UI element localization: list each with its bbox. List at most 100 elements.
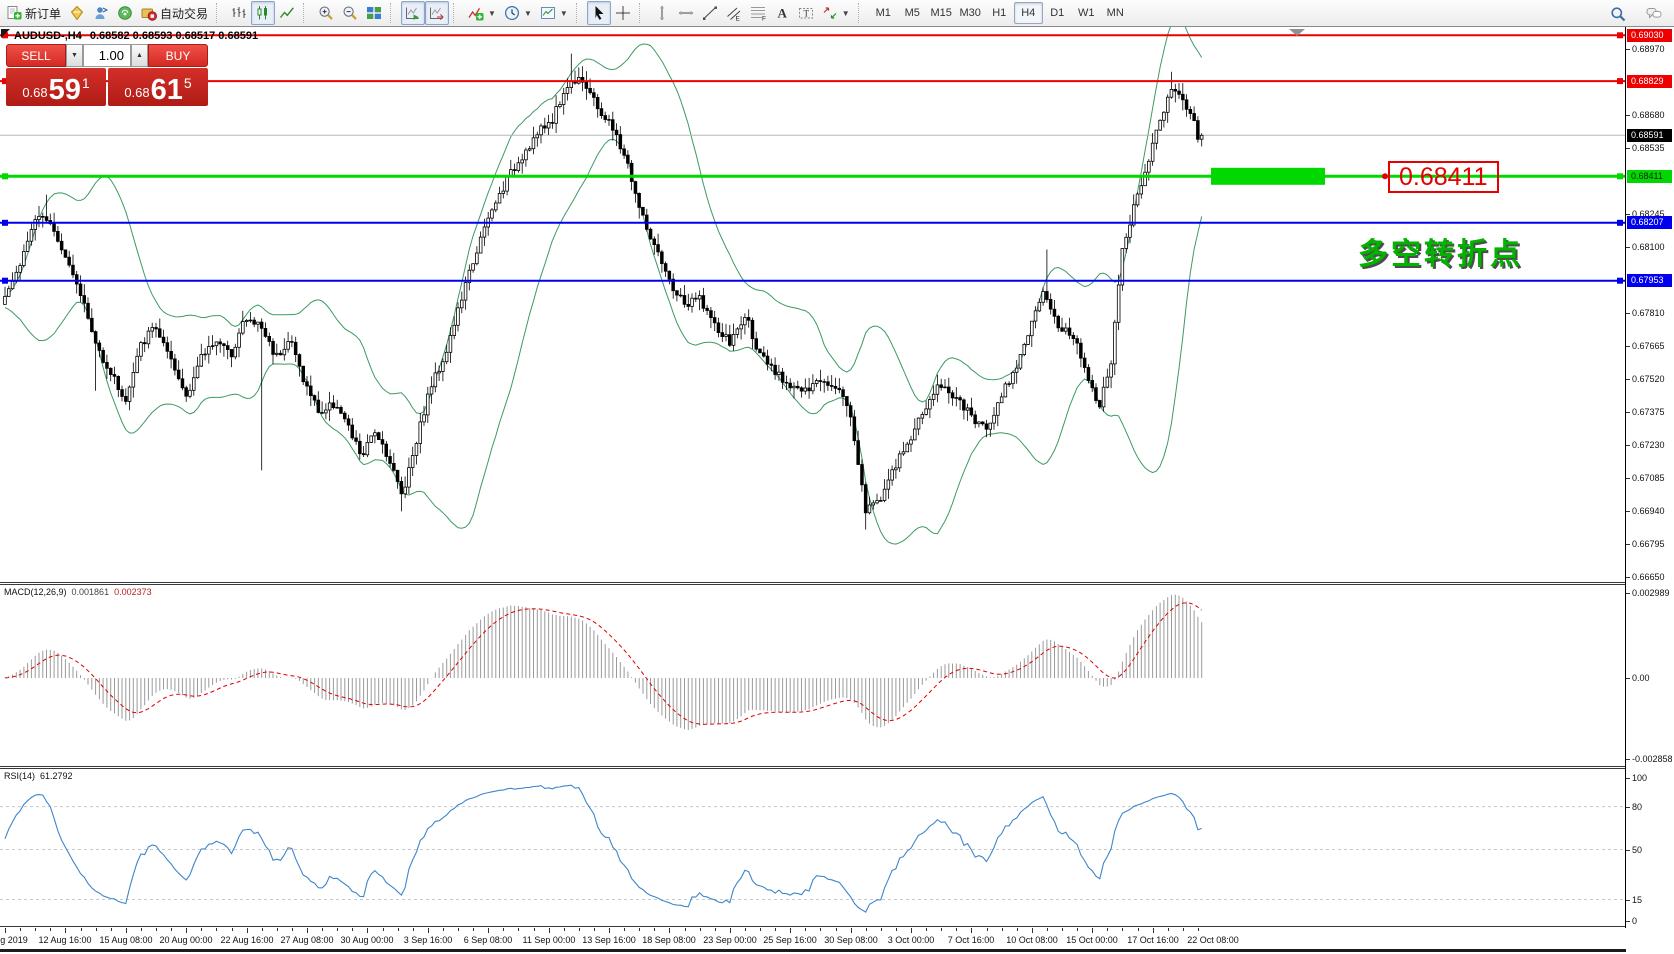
price-tick-label: 0.67085 — [1632, 473, 1665, 483]
vertical-line-button[interactable] — [650, 1, 674, 25]
sounds-button[interactable] — [113, 1, 137, 25]
hline-handle[interactable] — [1617, 173, 1623, 180]
zoom-in-button[interactable] — [314, 1, 338, 25]
hline-handle[interactable] — [2, 277, 8, 284]
volume-decrease-button[interactable]: ▼ — [66, 44, 83, 67]
dropdown-arrow-icon[interactable]: ▼ — [559, 8, 568, 18]
volume-input[interactable]: 1.00 — [83, 44, 131, 67]
scroll-marker-icon[interactable] — [1289, 29, 1305, 36]
text-label-button[interactable]: T — [794, 1, 818, 25]
time-tick — [81, 928, 82, 931]
cursor-button[interactable] — [586, 1, 611, 25]
hline-handle[interactable] — [2, 173, 8, 180]
volume-increase-button[interactable]: ▲ — [131, 44, 148, 67]
ask-price-display[interactable]: 0.68 61 5 — [108, 68, 208, 106]
charts-profile-button[interactable] — [65, 1, 89, 25]
time-label: 18 Sep 08:00 — [642, 935, 696, 945]
price-tick — [1626, 313, 1630, 314]
rsi-pane[interactable]: RSI(14) 61.2792 — [0, 769, 1626, 927]
signals-button[interactable] — [89, 1, 113, 25]
dropdown-arrow-icon[interactable]: ▼ — [488, 8, 496, 18]
highlight-rectangle[interactable] — [1211, 167, 1325, 185]
timeframe-h1-button[interactable]: H1 — [992, 7, 1007, 19]
time-label: 12 Aug 16:00 — [38, 935, 92, 945]
zoom-out-button[interactable] — [338, 1, 362, 25]
sell-button[interactable]: SELL — [6, 44, 66, 67]
timeframe-m30-button[interactable]: M30 — [959, 7, 981, 19]
pane-separator[interactable] — [0, 766, 1674, 769]
arrows-button[interactable]: ▼ — [818, 1, 854, 25]
pane-separator[interactable] — [0, 582, 1674, 585]
bid-price-display[interactable]: 0.68 59 1 — [6, 68, 106, 106]
templates-button[interactable]: ▼ — [536, 1, 572, 25]
time-tick — [383, 928, 384, 931]
trendline-button[interactable] — [698, 1, 722, 25]
buy-button[interactable]: BUY — [148, 44, 208, 67]
price-tick — [1626, 214, 1630, 215]
candlesticks[interactable] — [0, 27, 1625, 545]
price-badge-0.69030: 0.69030 — [1627, 29, 1672, 42]
sound-icon — [118, 6, 132, 20]
text-button[interactable]: A — [770, 1, 794, 25]
price-tick-label: 0.68100 — [1632, 242, 1665, 252]
hline-handle[interactable] — [2, 78, 8, 85]
candlestick-chart-button[interactable] — [251, 1, 276, 25]
time-tick — [987, 928, 988, 931]
bar-chart-button[interactable] — [227, 1, 251, 25]
svg-text:E: E — [735, 16, 740, 22]
timeframe-m5-button[interactable]: M5 — [904, 7, 920, 19]
dropdown-arrow-icon[interactable]: ▼ — [523, 8, 532, 18]
price-tick — [1626, 544, 1630, 545]
indicators-button[interactable]: ▼ — [464, 1, 500, 25]
macd-pane[interactable]: MACD(12,26,9) 0.001861 0.002373 — [0, 585, 1626, 767]
horizontal-line-button[interactable] — [674, 1, 698, 25]
timeframe-w1-button[interactable]: W1 — [1077, 7, 1095, 19]
window-bottom-edge — [0, 949, 1626, 952]
fibonacci-button[interactable]: F — [746, 1, 770, 25]
bollinger-lower-band[interactable] — [4, 138, 1203, 545]
timeframe-h4-button[interactable]: H4 — [1013, 2, 1043, 24]
timeframe-m15-button[interactable]: M15 — [930, 7, 952, 19]
one-click-collapse-icon[interactable] — [1, 29, 10, 38]
auto-scroll-button[interactable] — [401, 1, 426, 25]
timeframe-d1-button[interactable]: D1 — [1050, 7, 1065, 19]
price-tick-label: 0.67520 — [1632, 374, 1665, 384]
price-callout[interactable]: 0.68411 — [1388, 161, 1499, 193]
chart-shift-button[interactable] — [425, 1, 450, 25]
time-label: 15 Aug 08:00 — [99, 935, 153, 945]
hline-icon — [678, 11, 693, 15]
time-tick — [292, 928, 293, 931]
hline-handle[interactable] — [2, 219, 8, 226]
time-tick — [428, 928, 429, 933]
hline-handle[interactable] — [1617, 78, 1623, 85]
price-badge-0.68207: 0.68207 — [1627, 216, 1672, 229]
hline-handle[interactable] — [1617, 219, 1623, 226]
periods-button[interactable]: ▼ — [500, 1, 536, 25]
price-tick-label: 0.67810 — [1632, 308, 1665, 318]
time-tick — [685, 928, 686, 931]
bollinger-upper-band[interactable] — [4, 27, 1203, 415]
price-chart-pane[interactable]: AUDUSD-,H4 0.68582 0.68593 0.68517 0.6859… — [0, 27, 1626, 584]
crosshair-button[interactable] — [611, 1, 635, 25]
bid-price-point: 1 — [81, 75, 90, 91]
channel-button[interactable]: E — [722, 1, 746, 25]
price-tick-label: 0.66650 — [1632, 572, 1665, 582]
turning-point-note[interactable]: 多空转折点 — [1358, 238, 1523, 271]
dropdown-arrow-icon[interactable]: ▼ — [841, 8, 850, 18]
hline-handle[interactable] — [1617, 32, 1623, 39]
tile-windows-button[interactable] — [362, 1, 386, 25]
time-label: 23 Sep 00:00 — [703, 935, 757, 945]
new-order-button[interactable]: 新订单 — [2, 1, 65, 25]
ask-price-pips: 61 — [150, 74, 183, 106]
time-tick — [503, 928, 504, 931]
time-label: 6 Sep 08:00 — [463, 935, 513, 945]
hline-handle[interactable] — [1617, 277, 1623, 284]
timeframe-mn-button[interactable]: MN — [1106, 7, 1124, 19]
time-tick — [790, 928, 791, 933]
timeframe-m1-button[interactable]: M1 — [875, 7, 891, 19]
label-icon: T — [798, 8, 813, 19]
line-chart-button[interactable] — [275, 1, 299, 25]
search-button[interactable] — [1606, 2, 1630, 26]
autotrading-button[interactable]: 自动交易 — [137, 1, 212, 25]
chat-button[interactable] — [1642, 2, 1666, 26]
